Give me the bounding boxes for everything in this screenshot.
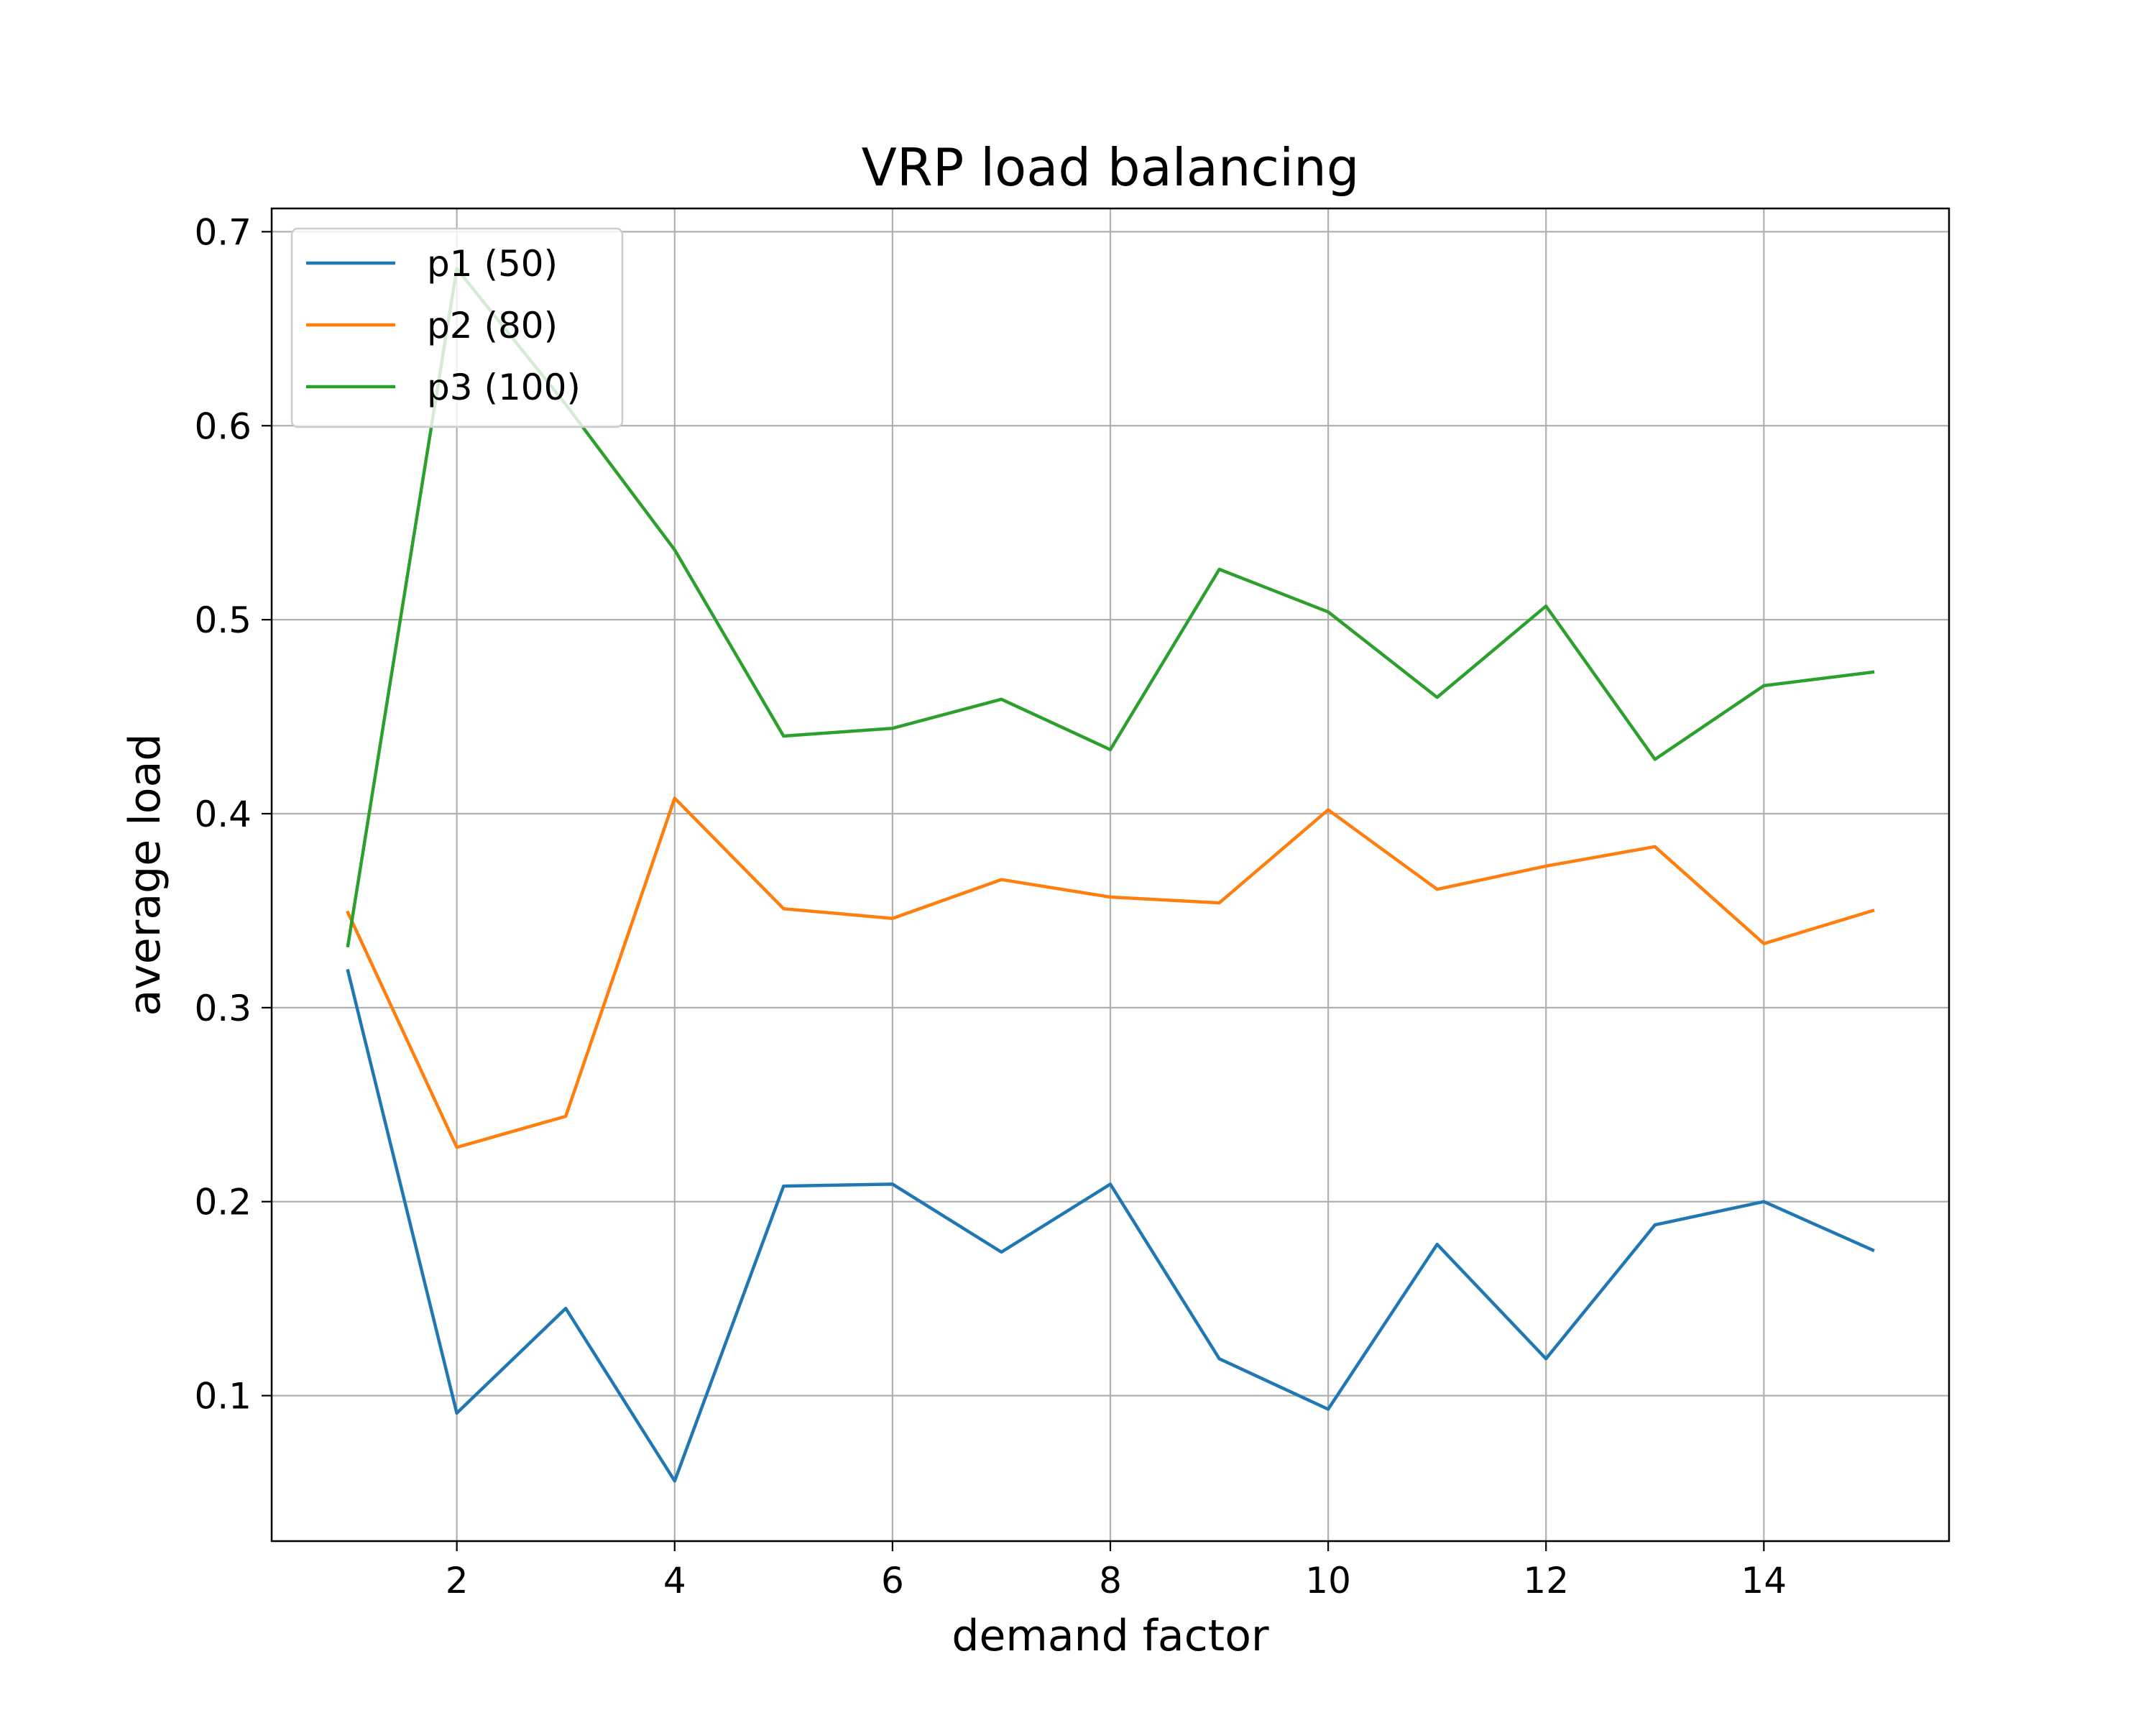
y-axis-ticks: 0.1 0.2 0.3 0.4 0.5 0.6 0.7 [194,211,272,1417]
y-axis-label: average load [120,734,170,1016]
y-tick-label: 0.5 [194,599,252,641]
x-tick-label: 4 [663,1560,686,1601]
chart-title: VRP load balancing [862,137,1360,198]
y-tick-label: 0.7 [194,211,252,253]
y-tick-label: 0.4 [194,794,252,835]
y-tick-label: 0.2 [194,1182,252,1223]
legend-label-p1: p1 (50) [427,243,558,285]
y-tick-label: 0.3 [194,988,252,1029]
y-tick-label: 0.1 [194,1376,252,1417]
x-tick-label: 6 [881,1560,904,1601]
legend-label-p2: p2 (80) [427,305,558,346]
x-axis-label: demand factor [952,1611,1269,1661]
x-tick-label: 2 [446,1560,469,1601]
series-line-p2 [346,796,1875,1149]
x-tick-label: 10 [1305,1560,1351,1601]
legend-label-p3: p3 (100) [427,367,581,408]
x-axis-ticks: 2 4 6 8 10 12 14 [446,1541,1787,1601]
series-line-p3 [346,267,1875,948]
x-tick-label: 12 [1523,1560,1569,1601]
legend-box [290,227,624,428]
legend: p1 (50) p2 (80) p3 (100) [290,227,624,428]
grid [272,208,1949,1541]
series-line-p1 [346,968,1875,1483]
series-lines [346,267,1875,1483]
y-tick-label: 0.6 [194,405,252,447]
x-tick-label: 8 [1099,1560,1122,1601]
x-tick-label: 14 [1741,1560,1787,1601]
